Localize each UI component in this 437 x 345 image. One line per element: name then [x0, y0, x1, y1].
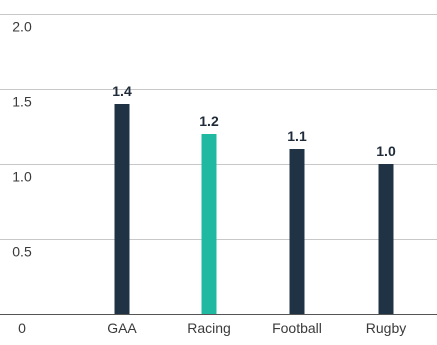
data-label-gaa: 1.4 — [112, 83, 132, 99]
x-tick-label-gaa: GAA — [107, 320, 137, 336]
x-tick-label-football: Football — [272, 320, 322, 336]
y-tick-label: 2.0 — [12, 19, 32, 35]
y-axis-ticks: 0 0.5 1.0 1.5 2.0 — [12, 19, 32, 337]
x-tick-label-rugby: Rugby — [366, 320, 406, 336]
data-label-football: 1.1 — [287, 128, 307, 144]
bar-football — [289, 149, 305, 314]
x-tick-label-racing: Racing — [187, 320, 231, 336]
y-tick-label: 0.5 — [12, 244, 32, 260]
data-label-rugby: 1.0 — [376, 143, 396, 159]
bar-racing — [201, 134, 217, 314]
y-tick-label: 0 — [18, 320, 26, 336]
data-labels: 1.4 1.2 1.1 1.0 — [112, 83, 396, 159]
y-tick-label: 1.0 — [12, 169, 32, 185]
x-axis-ticks: GAA Racing Football Rugby — [107, 320, 406, 336]
data-label-racing: 1.2 — [199, 113, 219, 129]
bar-gaa — [114, 104, 130, 314]
bars — [114, 104, 394, 314]
y-tick-label: 1.5 — [12, 94, 32, 110]
gridlines — [0, 14, 437, 315]
bar-rugby — [378, 164, 394, 314]
